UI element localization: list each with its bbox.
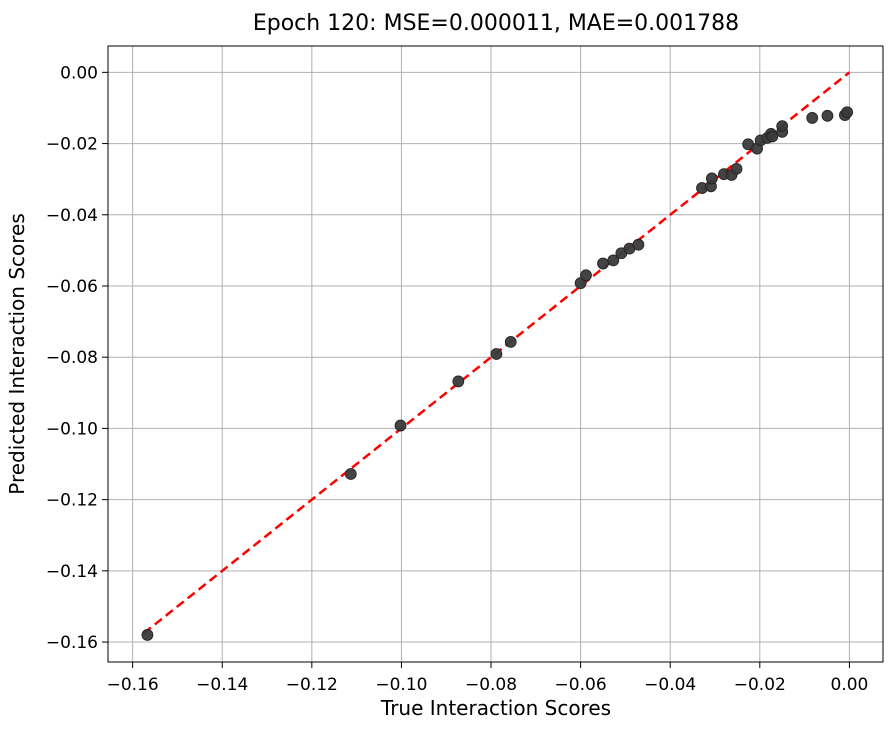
y-tick-label: 0.00 [60,63,98,83]
y-tick-label: −0.04 [46,206,98,226]
x-tick-label: −0.02 [734,675,786,695]
x-tick-label: −0.16 [107,675,159,695]
data-point [504,335,517,348]
plot-frame [107,45,884,663]
data-point [806,112,819,124]
y-tick-label: −0.14 [46,562,98,582]
y-tick-label: −0.08 [46,348,98,368]
data-point [344,468,357,480]
y-tick-label: −0.16 [46,633,98,653]
data-point [141,629,154,641]
data-point [597,257,609,270]
data-point [490,348,503,360]
x-axis-ticks: −0.16 −0.14 −0.12 −0.10 −0.08 −0.06 −0.04 −0.02… [107,662,868,695]
chart-title: Epoch 120: MSE=0.000011, MAE=0.001788 [253,11,739,36]
data-point [452,375,465,388]
data-point [705,172,718,185]
y-tick-label: −0.10 [46,419,98,439]
data-point [821,109,834,122]
data-point [841,106,854,119]
x-tick-label: −0.08 [465,675,517,695]
data-points-layer [141,106,854,641]
data-point [580,269,592,282]
data-point [730,162,743,175]
y-tick-label: −0.02 [46,135,98,155]
data-point [607,254,620,267]
y-tick-label: −0.12 [46,491,98,511]
x-axis-label: True Interaction Scores [380,696,611,720]
y-axis-ticks: 0.00 −0.02 −0.04 −0.06 −0.08 −0.10 −0.12 −0.14 −… [46,63,108,653]
x-tick-label: −0.12 [286,675,338,695]
x-tick-label: −0.04 [644,675,696,695]
x-tick-label: −0.10 [375,675,427,695]
x-tick-label: −0.06 [555,675,607,695]
data-point [632,238,645,251]
y-tick-label: −0.06 [46,277,98,297]
y-axis-label: Predicted Interaction Scores [5,213,29,495]
data-point [766,130,779,143]
x-tick-label: −0.14 [196,675,248,695]
data-point [776,120,789,133]
x-tick-label: 0.00 [830,675,868,695]
data-point [394,419,407,432]
